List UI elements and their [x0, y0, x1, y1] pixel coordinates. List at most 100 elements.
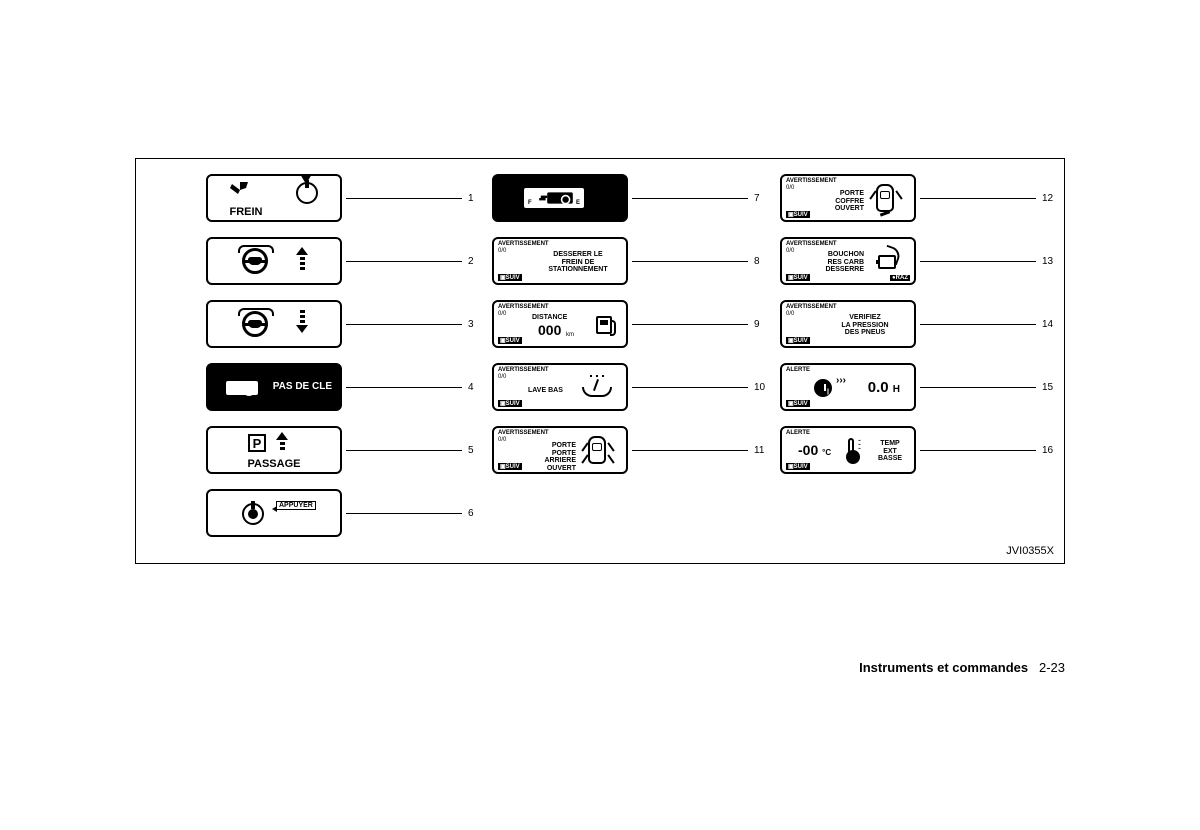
indicator-tire-pressure: AVERTISSEMENT 0/0 ▣SUIV VERIFIEZLA PRESS… — [780, 300, 916, 348]
callout-number: 15 — [1042, 382, 1060, 393]
count: 0/0 — [498, 437, 506, 443]
indicator-row: AVERTISSEMENT 0/0 ▣SUIV VERIFIEZLA PRESS… — [780, 297, 1060, 351]
indicator-row: 3 — [206, 297, 486, 351]
header: AVERTISSEMENT — [498, 430, 549, 436]
thermo-ticks-icon: --- — [858, 438, 861, 450]
leader-line — [632, 198, 748, 199]
indicator-washer: AVERTISSEMENT 0/0 ▣SUIV LAVE BAS — [492, 363, 628, 411]
callout-number: 4 — [468, 382, 486, 393]
leader-line — [346, 387, 462, 388]
message: DESSERER LEFREIN DESTATIONNEMENT — [538, 251, 618, 274]
message: BOUCHONRES CARBDESSERRE — [812, 251, 864, 274]
section-title: Instruments et commandes — [859, 660, 1028, 675]
count: 0/0 — [498, 248, 506, 254]
indicator-fuel-cap: AVERTISSEMENT 0/0 ▣SUIV ●RAZ BOUCHONRES … — [780, 237, 916, 285]
door-icon — [607, 442, 614, 451]
ignition-icon — [296, 182, 318, 204]
label: LAVE BAS — [528, 387, 563, 395]
value: 0.0 H — [868, 379, 900, 396]
arrow-down-dashed-icon — [296, 310, 308, 333]
count: 0/0 — [786, 248, 794, 254]
indicator-steering-up — [206, 237, 342, 285]
column-2: F E 7 AVERTISSEMENT 0/0 ▣SUIV DESSERER L… — [492, 171, 772, 486]
indicator-door-trunk: AVERTISSEMENT 0/0 ▣SUIV PORTECOFFREOUVER… — [780, 174, 916, 222]
callout-number: 14 — [1042, 319, 1060, 330]
callout-number: 11 — [754, 445, 772, 456]
leader-line — [346, 261, 462, 262]
label: PASSAGE — [208, 458, 340, 470]
suiv: ▣SUIV — [786, 274, 810, 281]
callout-number: 5 — [468, 445, 486, 456]
indicator-distance: AVERTISSEMENT 0/0 ▣SUIV DISTANCE 000 km — [492, 300, 628, 348]
callout-number: 7 — [754, 193, 772, 204]
leader-line — [920, 324, 1036, 325]
header: AVERTISSEMENT — [786, 241, 837, 247]
thermometer-icon — [848, 438, 854, 458]
callout-number: 8 — [754, 256, 772, 267]
foot-pedal-icon — [230, 182, 250, 196]
callout-number: 16 — [1042, 445, 1060, 456]
callout-number: 12 — [1042, 193, 1060, 204]
lock-bracket-icon — [238, 308, 274, 316]
fuel-pump-icon — [596, 316, 612, 334]
indicator-row: AVERTISSEMENT 0/0 ▣SUIV DISTANCE 000 km … — [492, 297, 772, 351]
leader-line — [632, 261, 748, 262]
speech-label: APPUYER — [276, 501, 316, 510]
count: 0/0 — [498, 311, 506, 317]
indicator-passage: P PASSAGE — [206, 426, 342, 474]
indicator-frein: FREIN — [206, 174, 342, 222]
indicator-temp: ALERTE ▣SUIV -00 °C --- TEMPEXTBASSE — [780, 426, 916, 474]
arrow-down-icon — [300, 174, 312, 184]
unit: km — [566, 332, 574, 338]
leader-line — [346, 450, 462, 451]
header: ALERTE — [786, 430, 810, 436]
suiv: ▣SUIV — [498, 337, 522, 344]
count: 0/0 — [786, 185, 794, 191]
indicator-row: AVERTISSEMENT 0/0 ▣SUIV PORTECOFFREOUVER… — [780, 171, 1060, 225]
header: ALERTE — [786, 367, 810, 373]
indicator-row: AVERTISSEMENT 0/0 ▣SUIV LAVE BAS 10 — [492, 360, 772, 414]
header: AVERTISSEMENT — [498, 367, 549, 373]
page-footer: Instruments et commandes 2-23 — [859, 660, 1065, 675]
title: DISTANCE — [532, 314, 567, 322]
indicator-row: 2 — [206, 234, 486, 288]
key-icon — [547, 192, 573, 203]
header: AVERTISSEMENT — [786, 304, 837, 310]
page-number: 2-23 — [1039, 660, 1065, 675]
arrow-up-dashed-icon — [276, 432, 288, 450]
indicator-row: ALERTE ▣SUIV ››› 0.0 H 15 — [780, 360, 1060, 414]
count: 0/0 — [498, 374, 506, 380]
header: AVERTISSEMENT — [498, 241, 549, 247]
suiv: ▣SUIV — [498, 463, 522, 470]
suiv: ▣SUIV — [786, 337, 810, 344]
leader-line — [920, 198, 1036, 199]
value: -00 °C — [798, 442, 831, 458]
callout-number: 9 — [754, 319, 772, 330]
arrow-up-dashed-icon — [296, 247, 308, 270]
indicator-row: APPUYER 6 — [206, 486, 486, 540]
leader-line — [632, 324, 748, 325]
indicator-row: AVERTISSEMENT 0/0 ▣SUIV ●RAZ BOUCHONRES … — [780, 234, 1060, 288]
car-top-icon — [588, 436, 606, 464]
indicator-row: AVERTISSEMENT 0/0 ▣SUIV DESSERER LEFREIN… — [492, 234, 772, 288]
callout-number: 2 — [468, 256, 486, 267]
callout-number: 10 — [754, 382, 772, 393]
door-icon — [607, 454, 614, 463]
indicator-row: F E 7 — [492, 171, 772, 225]
value: 000 — [538, 322, 561, 338]
door-icon — [895, 190, 902, 199]
diagram-frame: FREIN 1 2 3 — [135, 158, 1065, 564]
header: AVERTISSEMENT — [498, 304, 549, 310]
suiv: ▣SUIV — [498, 274, 522, 281]
indicator-parking-brake: AVERTISSEMENT 0/0 ▣SUIV DESSERER LEFREIN… — [492, 237, 628, 285]
washer-icon — [582, 383, 612, 397]
lock-bracket-icon — [238, 245, 274, 253]
callout-number: 13 — [1042, 256, 1060, 267]
suiv: ▣SUIV — [786, 211, 810, 218]
header: AVERTISSEMENT — [786, 178, 837, 184]
key-icon — [226, 381, 258, 395]
ignition-center-icon — [248, 509, 258, 519]
leader-line — [632, 450, 748, 451]
callout-number: 6 — [468, 508, 486, 519]
message: PORTECOFFREOUVERT — [818, 190, 864, 213]
